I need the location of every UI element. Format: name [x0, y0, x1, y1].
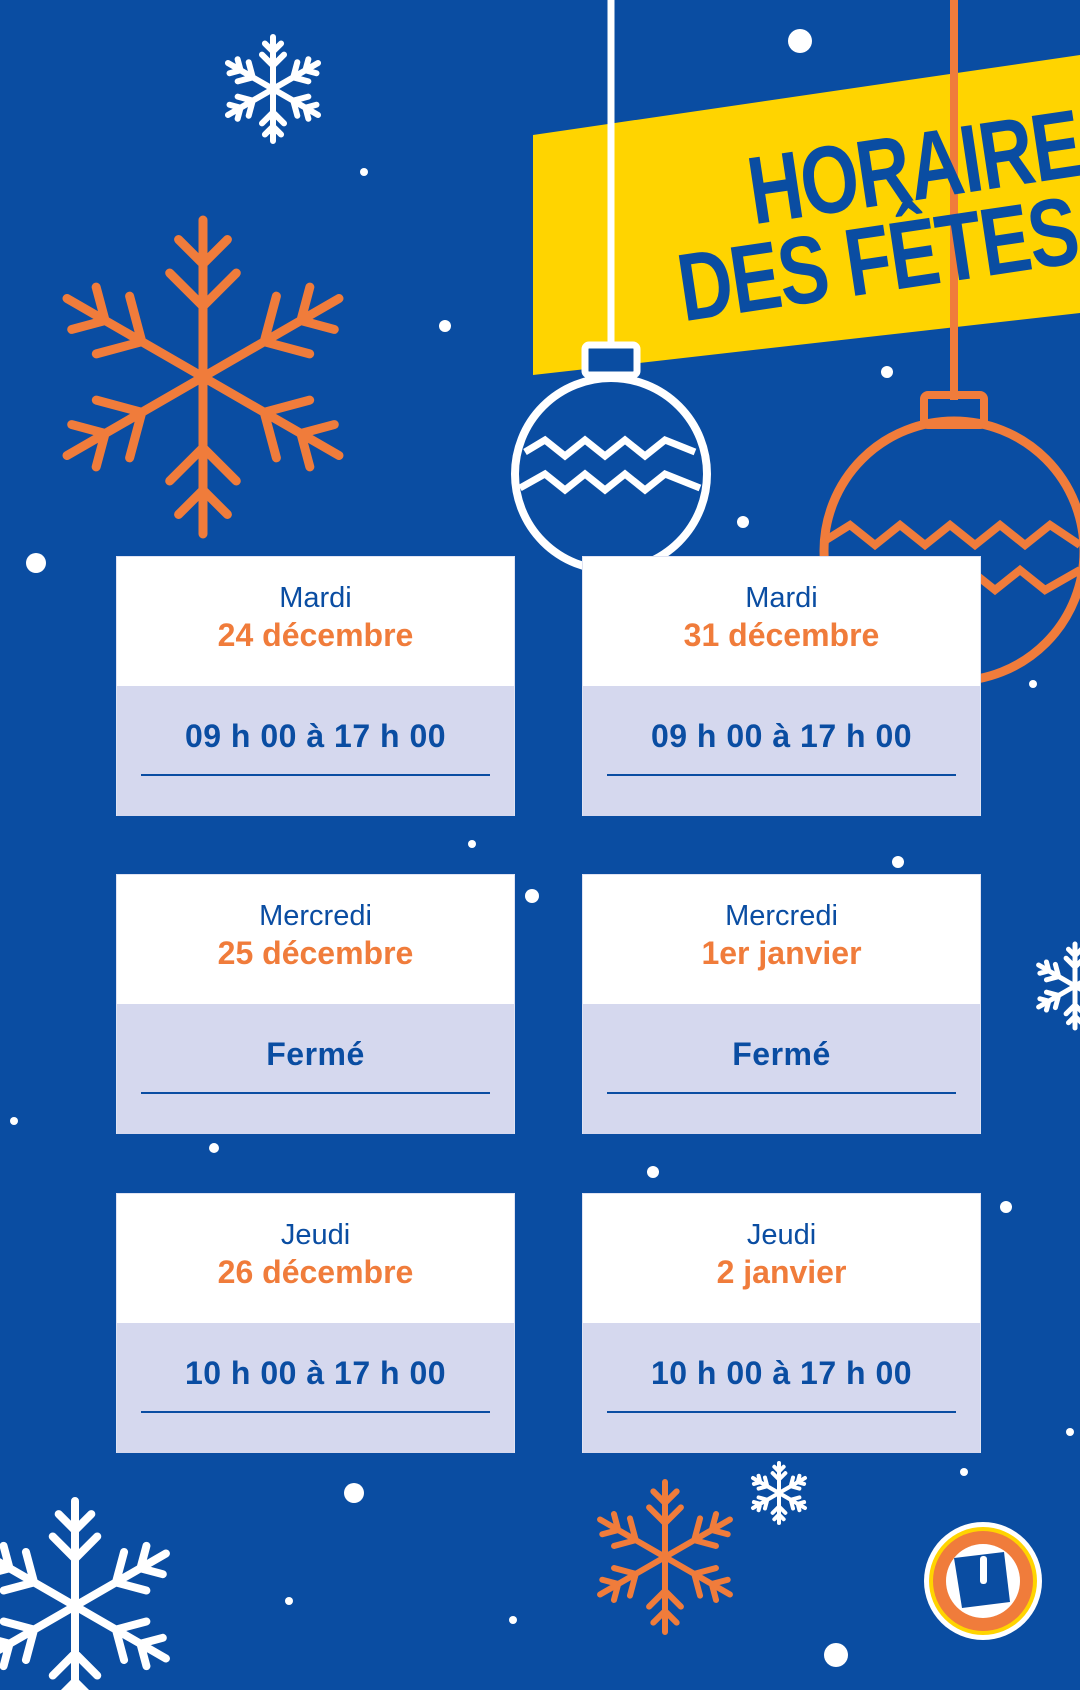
schedule-card: Mercredi 1er janvier Fermé	[582, 874, 981, 1134]
card-header: Mercredi 1er janvier	[583, 875, 980, 1004]
day-name: Mardi	[279, 582, 352, 614]
small-white-snowflake-icon	[224, 34, 322, 144]
card-body: 09 h 00 à 17 h 00	[117, 686, 514, 816]
card-header: Jeudi 26 décembre	[117, 1194, 514, 1323]
snow-dot	[647, 1166, 659, 1178]
divider	[141, 1092, 490, 1094]
logo	[924, 1522, 1042, 1640]
snow-dot	[344, 1483, 364, 1503]
card-header: Jeudi 2 janvier	[583, 1194, 980, 1323]
day-name: Mercredi	[725, 900, 838, 932]
schedule-card: Mardi 31 décembre 09 h 00 à 17 h 00	[582, 556, 981, 816]
snow-dot	[525, 889, 539, 903]
white-snowflake-icon	[0, 1497, 170, 1690]
card-header: Mercredi 25 décembre	[117, 875, 514, 1004]
card-body: Fermé	[583, 1004, 980, 1134]
large-orange-snowflake-icon	[62, 215, 344, 539]
day-name: Jeudi	[280, 1219, 351, 1251]
snow-dot	[509, 1616, 517, 1624]
card-header: Mardi 31 décembre	[583, 557, 980, 686]
snow-dot	[360, 168, 368, 176]
divider	[607, 774, 956, 776]
snow-dot	[737, 516, 749, 528]
snow-dot	[788, 29, 812, 53]
day-name: Mardi	[745, 582, 818, 614]
snow-dot	[1000, 1201, 1012, 1213]
hours: 10 h 00 à 17 h 00	[184, 1355, 447, 1391]
date: 2 janvier	[716, 1254, 847, 1290]
date: 24 décembre	[217, 617, 414, 653]
snow-dot	[824, 1643, 848, 1667]
hours: 09 h 00 à 17 h 00	[184, 718, 447, 754]
hours: 10 h 00 à 17 h 00	[650, 1355, 913, 1391]
schedule-card: Mardi 24 décembre 09 h 00 à 17 h 00	[116, 556, 515, 816]
tiny-white-snowflake-icon	[751, 1461, 807, 1525]
card-body: Fermé	[117, 1004, 514, 1134]
snow-dot	[285, 1597, 293, 1605]
orange-snowflake-icon	[597, 1479, 733, 1635]
day-name: Jeudi	[746, 1219, 817, 1251]
card-body: 10 h 00 à 17 h 00	[583, 1323, 980, 1453]
card-body: 09 h 00 à 17 h 00	[583, 686, 980, 816]
title-banner	[533, 55, 1080, 375]
edge-white-snowflake-icon	[1036, 941, 1080, 1031]
date: 31 décembre	[683, 617, 880, 653]
snow-dot	[1066, 1428, 1074, 1436]
schedule-card: Jeudi 2 janvier 10 h 00 à 17 h 00	[582, 1193, 981, 1453]
snow-dot	[881, 366, 893, 378]
snow-dot	[960, 1468, 968, 1476]
snow-dot	[468, 840, 476, 848]
card-body: 10 h 00 à 17 h 00	[117, 1323, 514, 1453]
snow-dot	[26, 553, 46, 573]
date: 25 décembre	[217, 935, 414, 971]
snow-dot	[209, 1143, 219, 1153]
divider	[607, 1092, 956, 1094]
divider	[607, 1411, 956, 1413]
date: 1er janvier	[701, 935, 862, 971]
schedule-card: Mercredi 25 décembre Fermé	[116, 874, 515, 1134]
hours: Fermé	[266, 1036, 365, 1072]
snow-dot	[439, 320, 451, 332]
schedule-card: Jeudi 26 décembre 10 h 00 à 17 h 00	[116, 1193, 515, 1453]
day-name: Mercredi	[259, 900, 372, 932]
snow-dot	[10, 1117, 18, 1125]
hours: Fermé	[732, 1036, 831, 1072]
hours: 09 h 00 à 17 h 00	[650, 718, 913, 754]
date: 26 décembre	[217, 1254, 414, 1290]
white-ornament-icon	[511, 341, 711, 574]
divider	[141, 1411, 490, 1413]
snow-dot	[892, 856, 904, 868]
card-header: Mardi 24 décembre	[117, 557, 514, 686]
divider	[141, 774, 490, 776]
snow-dot	[1029, 680, 1037, 688]
